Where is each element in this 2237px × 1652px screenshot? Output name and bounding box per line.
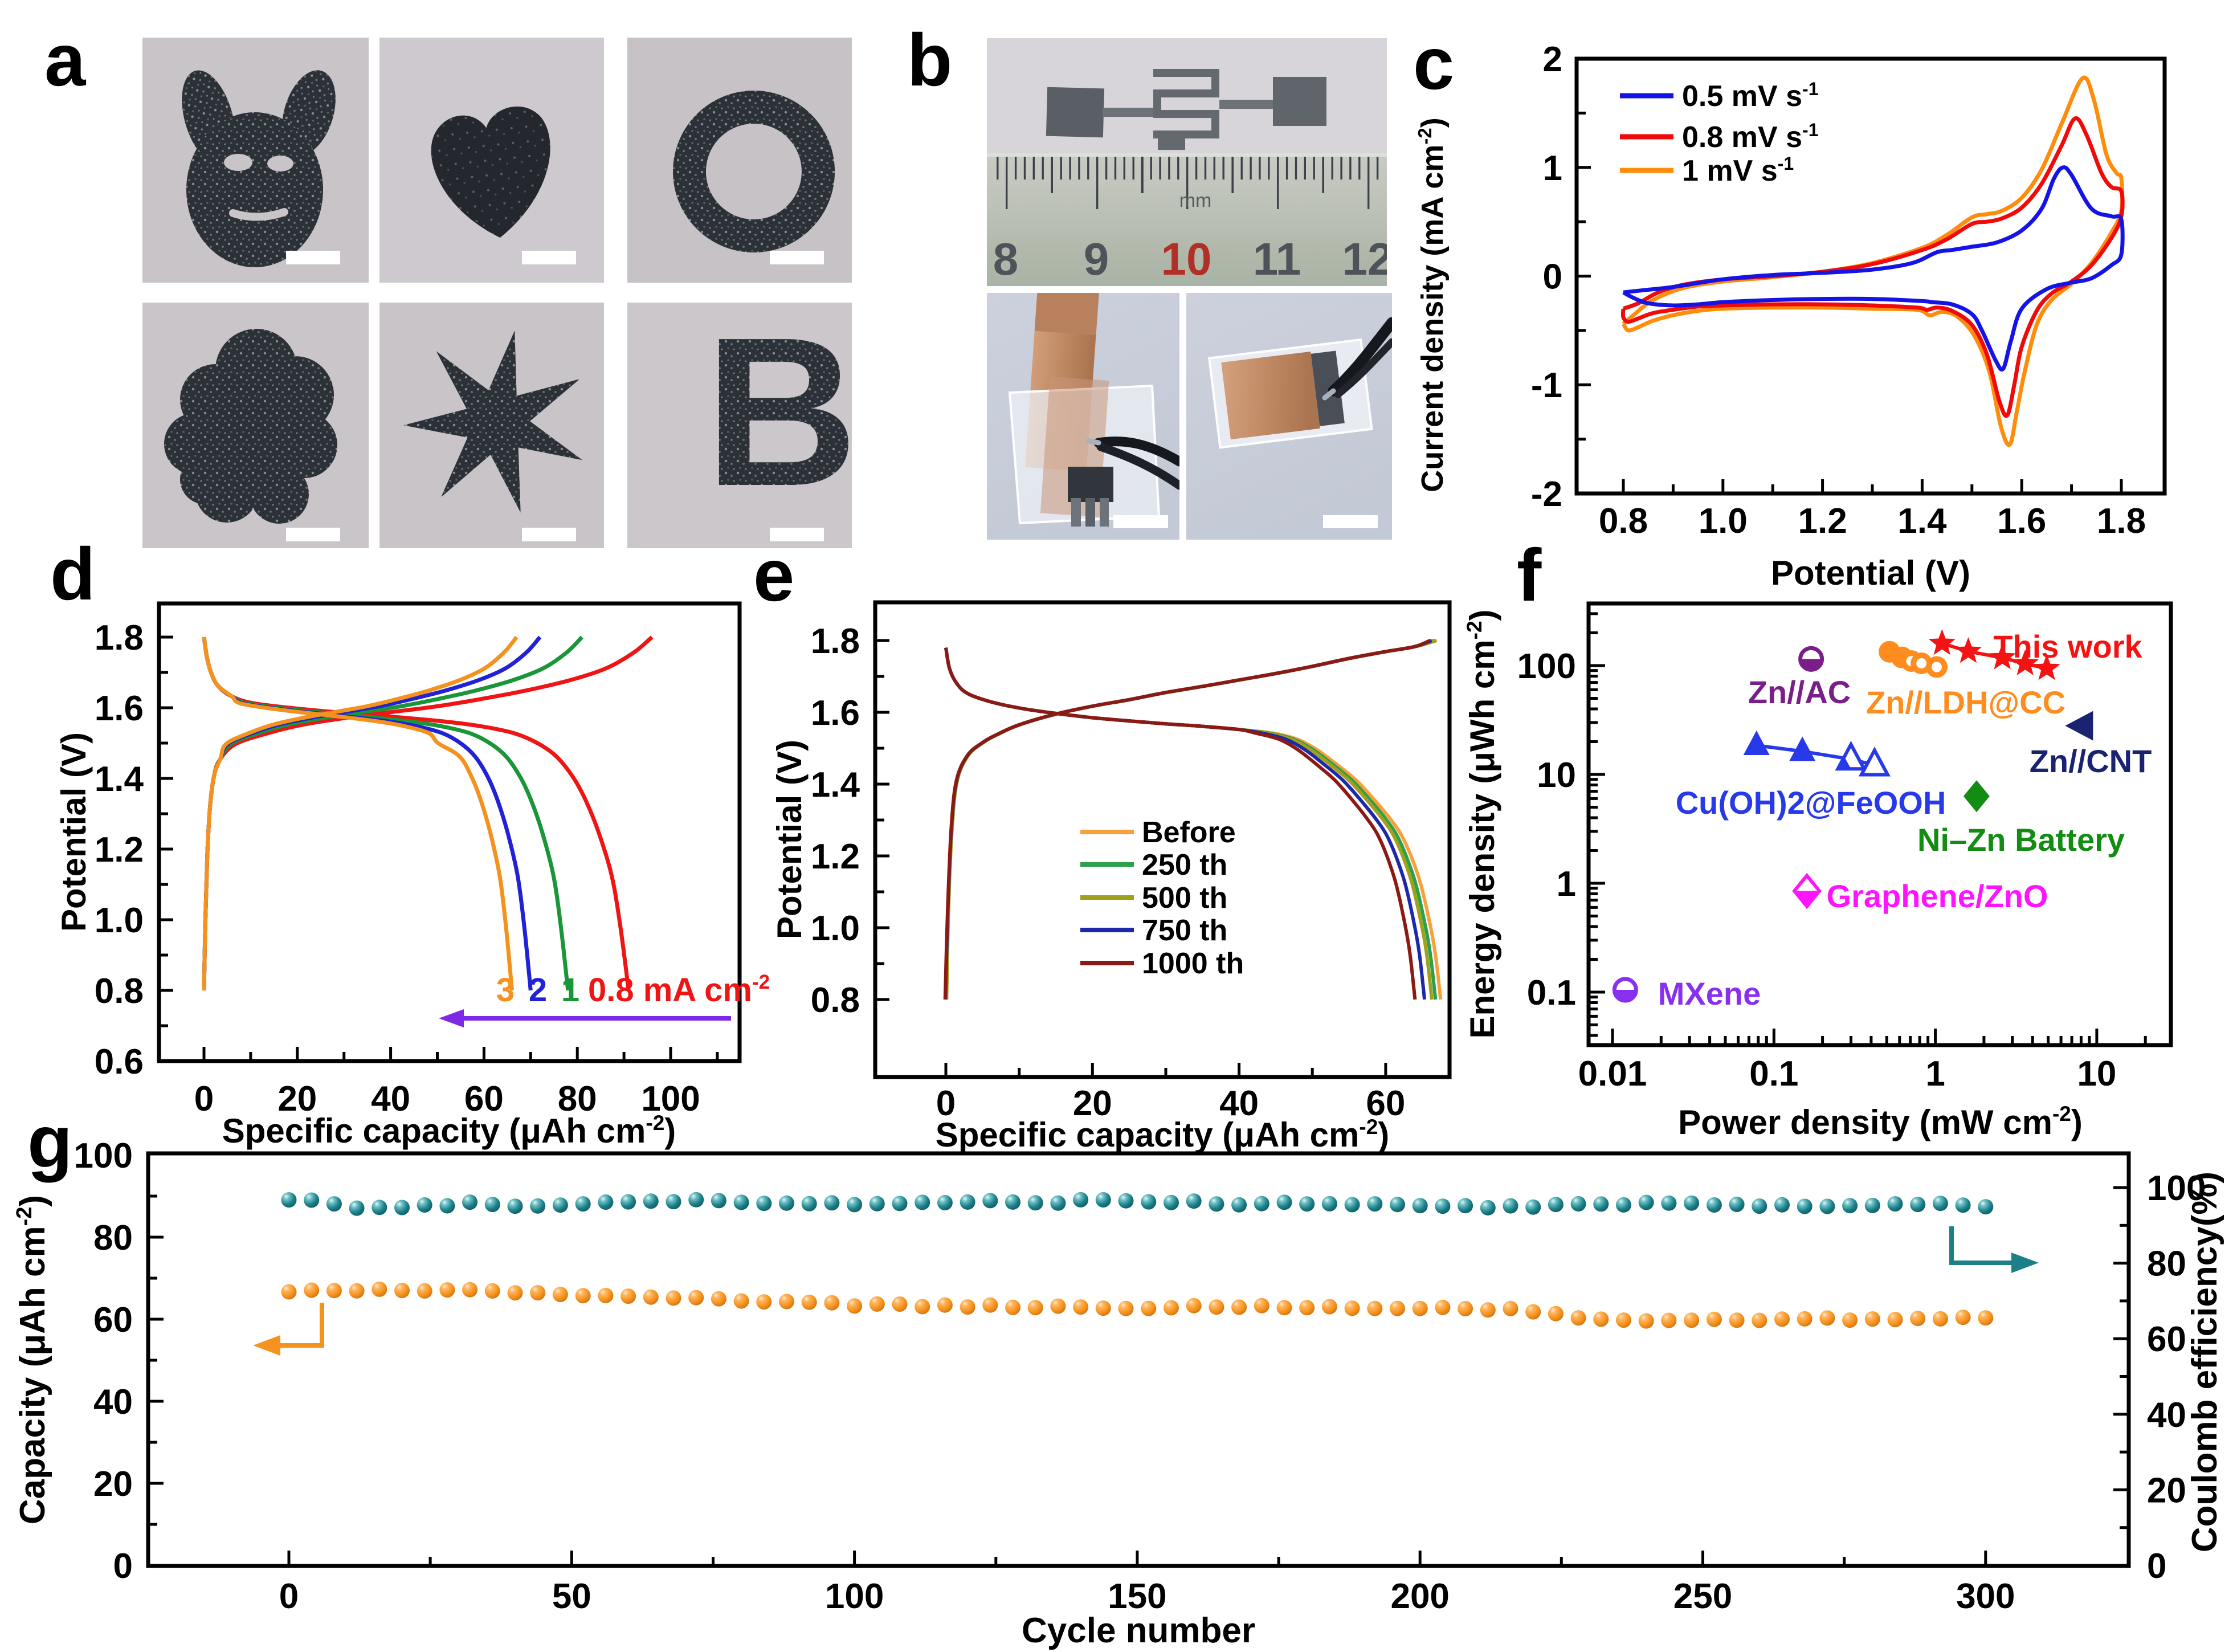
svg-text:40: 40 (1219, 1084, 1259, 1123)
svg-text:0.1: 0.1 (1749, 1054, 1798, 1094)
svg-text:2: 2 (1543, 40, 1562, 79)
svg-text:20: 20 (1073, 1084, 1112, 1123)
svg-text:1.0: 1.0 (811, 909, 860, 948)
svg-text:Zn//CNT: Zn//CNT (2030, 743, 2152, 779)
svg-text:500 th: 500 th (1142, 882, 1227, 915)
svg-text:1: 1 (1925, 1054, 1945, 1094)
svg-text:1.2: 1.2 (1798, 501, 1847, 541)
svg-text:60: 60 (464, 1079, 504, 1119)
svg-text:80: 80 (93, 1218, 133, 1258)
svg-text:1.8: 1.8 (95, 618, 144, 658)
svg-text:Cycle number: Cycle number (1022, 1611, 1255, 1650)
svg-text:0: 0 (936, 1084, 956, 1123)
svg-text:10: 10 (2077, 1054, 2116, 1094)
svg-text:0.8 mA cm-2: 0.8 mA cm-2 (588, 971, 770, 1009)
svg-text:1.2: 1.2 (95, 830, 144, 870)
svg-text:1.4: 1.4 (1897, 501, 1947, 541)
svg-text:0: 0 (279, 1577, 299, 1616)
svg-text:Cu(OH)2@FeOOH: Cu(OH)2@FeOOH (1676, 785, 1946, 821)
svg-text:0: 0 (194, 1079, 214, 1119)
svg-text:1: 1 (561, 972, 579, 1009)
svg-text:0: 0 (113, 1547, 133, 1586)
svg-text:Potential (V): Potential (V) (55, 732, 93, 932)
svg-text:20: 20 (93, 1465, 133, 1504)
svg-text:B: B (705, 303, 852, 530)
svg-text:1.4: 1.4 (811, 765, 860, 805)
svg-text:1: 1 (1543, 149, 1562, 188)
svg-text:40: 40 (371, 1079, 410, 1119)
svg-text:Coulomb efficiency(%): Coulomb efficiency(%) (2185, 1172, 2224, 1552)
svg-text:0.5 mV s-1: 0.5 mV s-1 (1682, 79, 1818, 113)
svg-text:100: 100 (1517, 647, 1576, 686)
svg-text:50: 50 (552, 1577, 591, 1616)
svg-text:1000 th: 1000 th (1142, 947, 1244, 980)
svg-text:0.1: 0.1 (1527, 973, 1576, 1013)
svg-text:200: 200 (1390, 1577, 1449, 1616)
svg-text:60: 60 (2147, 1320, 2186, 1359)
svg-text:Graphene/ZnO: Graphene/ZnO (1827, 878, 2048, 914)
svg-text:0.01: 0.01 (1578, 1054, 1647, 1094)
svg-text:mm: mm (1179, 190, 1212, 211)
svg-text:Power density (mW cm-2): Power density (mW cm-2) (1678, 1102, 2083, 1141)
svg-text:MXene: MXene (1658, 976, 1761, 1011)
svg-text:Before: Before (1142, 816, 1236, 849)
svg-text:12: 12 (1342, 234, 1387, 284)
svg-text:250: 250 (1673, 1577, 1732, 1616)
svg-text:100: 100 (825, 1577, 884, 1616)
svg-text:10: 10 (1161, 234, 1212, 284)
svg-text:60: 60 (93, 1300, 133, 1340)
svg-text:40: 40 (2147, 1396, 2186, 1435)
svg-text:1.8: 1.8 (2097, 501, 2146, 541)
svg-text:Zn//LDH@CC: Zn//LDH@CC (1866, 684, 2065, 720)
svg-text:0.8: 0.8 (811, 981, 860, 1020)
svg-text:1.2: 1.2 (811, 837, 860, 876)
svg-text:0.8: 0.8 (1599, 501, 1648, 541)
svg-text:750 th: 750 th (1142, 914, 1227, 947)
svg-text:3: 3 (496, 972, 515, 1009)
svg-text:1.0: 1.0 (95, 901, 144, 940)
svg-text:Potential (V): Potential (V) (1771, 554, 1970, 592)
svg-text:11: 11 (1253, 234, 1301, 284)
svg-text:1 mV s-1: 1 mV s-1 (1682, 153, 1794, 187)
svg-text:100: 100 (74, 1136, 133, 1176)
svg-text:Specific capacity (μAh cm-2): Specific capacity (μAh cm-2) (936, 1115, 1390, 1154)
svg-text:Ni–Zn Battery: Ni–Zn Battery (1917, 822, 2125, 858)
svg-text:20: 20 (2147, 1471, 2186, 1510)
svg-text:1.8: 1.8 (811, 622, 860, 661)
svg-text:1.6: 1.6 (811, 694, 860, 733)
svg-text:1.6: 1.6 (95, 689, 144, 728)
svg-text:1.4: 1.4 (95, 760, 144, 799)
svg-text:80: 80 (2147, 1245, 2186, 1284)
svg-text:250 th: 250 th (1142, 849, 1227, 882)
svg-text:Zn//AC: Zn//AC (1748, 674, 1851, 710)
svg-text:1.0: 1.0 (1699, 501, 1748, 541)
svg-text:Specific capacity (μAh cm-2): Specific capacity (μAh cm-2) (222, 1111, 676, 1150)
svg-text:8: 8 (993, 234, 1019, 284)
svg-text:300: 300 (1956, 1577, 2015, 1616)
svg-text:0: 0 (1543, 258, 1562, 297)
svg-text:2: 2 (529, 972, 547, 1009)
svg-text:Energy density (μWh cm-2): Energy density (μWh cm-2) (1463, 609, 1501, 1038)
svg-text:0: 0 (2147, 1547, 2166, 1586)
svg-text:Current density (mA cm-2): Current density (mA cm-2) (1414, 117, 1450, 492)
svg-text:Capacity (μAh cm-2): Capacity (μAh cm-2) (13, 1195, 52, 1524)
svg-text:60: 60 (1366, 1084, 1405, 1123)
svg-text:-1: -1 (1531, 366, 1562, 405)
svg-text:0.8 mV s-1: 0.8 mV s-1 (1682, 120, 1818, 154)
svg-text:Potential (V): Potential (V) (770, 740, 809, 939)
svg-text:10: 10 (1537, 756, 1576, 795)
svg-text:20: 20 (277, 1079, 317, 1119)
svg-text:150: 150 (1108, 1577, 1166, 1616)
svg-text:100: 100 (641, 1079, 700, 1119)
svg-text:0.8: 0.8 (95, 972, 144, 1011)
svg-text:1: 1 (1557, 864, 1576, 904)
svg-text:0.6: 0.6 (95, 1042, 144, 1082)
svg-text:9: 9 (1084, 234, 1109, 284)
svg-text:40: 40 (93, 1382, 133, 1422)
svg-text:-2: -2 (1531, 475, 1562, 514)
svg-text:1.6: 1.6 (1997, 501, 2046, 541)
svg-text:100: 100 (2147, 1169, 2206, 1208)
svg-text:This work: This work (1993, 629, 2142, 664)
svg-text:80: 80 (558, 1079, 597, 1119)
